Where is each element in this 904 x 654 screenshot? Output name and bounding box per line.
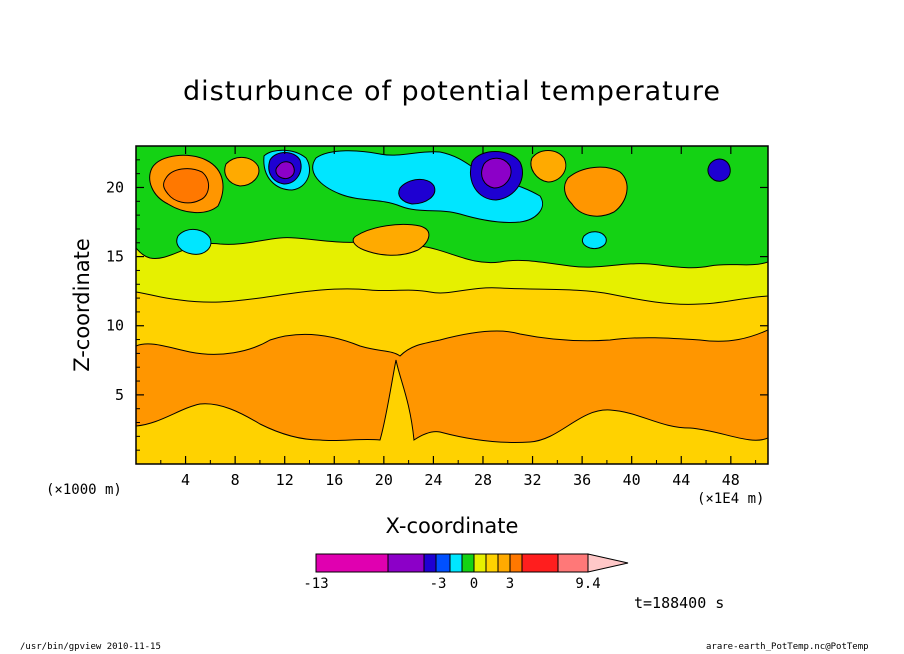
- footer-left-text: /usr/bin/gpview 2010-11-15: [20, 642, 161, 652]
- orange-blob-small: [224, 157, 260, 187]
- colorbar-segment: [497, 553, 511, 573]
- x-tick-label: 36: [573, 471, 591, 489]
- y-tick-label: 5: [115, 386, 124, 404]
- colorbar-segment: [557, 553, 589, 573]
- x-tick-label: 40: [623, 471, 641, 489]
- colorbar-tick-label: 0: [470, 576, 478, 592]
- colorbar-segment: [387, 553, 425, 573]
- y-axis-label: Z-coordinate: [70, 238, 94, 372]
- blue-blob-3: [398, 179, 436, 205]
- blue-blob-4: [707, 158, 731, 182]
- x-tick-label: 44: [672, 471, 690, 489]
- colorbar-segment: [315, 553, 389, 573]
- purple-core-2: [481, 157, 512, 189]
- orange-blob-right: [564, 166, 628, 217]
- colorbar-tick-label: -3: [430, 576, 447, 592]
- x-tick-label: 4: [181, 471, 190, 489]
- colorbar-tick-label: -13: [303, 576, 328, 592]
- colorbar-tick-label: 9.4: [575, 576, 600, 592]
- purple-core-1: [275, 161, 295, 179]
- cyan-blob-left: [176, 229, 212, 255]
- x-tick-label: 20: [375, 471, 393, 489]
- x-axis-label: X-coordinate: [385, 514, 519, 538]
- footer-right-text: arare-earth_PotTemp.nc@PotTemp: [706, 642, 869, 652]
- colorbar-segment: [521, 553, 559, 573]
- orange-band: [136, 329, 768, 443]
- chart-title: disturbunce of potential temperature: [183, 76, 721, 107]
- contour-field: [136, 146, 768, 464]
- x-tick-label: 8: [231, 471, 240, 489]
- plot-frame: [135, 145, 769, 465]
- cyan-blob-right: [581, 231, 607, 249]
- colorbar-segment: [473, 553, 487, 573]
- time-label: t=188400 s: [634, 594, 725, 612]
- x-tick-label: 16: [325, 471, 343, 489]
- colorbar-arrow: [587, 553, 629, 573]
- x-unit-label: (×1000 m): [46, 482, 122, 498]
- colorbar-segment: [461, 553, 475, 573]
- colorbar-segment: [485, 553, 499, 573]
- y-tick-label: 20: [106, 178, 124, 196]
- colorbar: -13 -3 0 3 9.4: [303, 553, 629, 592]
- colorbar-segment: [423, 553, 437, 573]
- orange-blob-left-inner: [163, 168, 209, 204]
- y-tick-label: 15: [106, 248, 124, 266]
- x-tick-label: 48: [722, 471, 740, 489]
- x-tick-label: 28: [474, 471, 492, 489]
- x-tick-label: 12: [276, 471, 294, 489]
- orange-blob-mid: [352, 223, 430, 256]
- colorbar-tick-label: 3: [506, 576, 514, 592]
- colorbar-segment: [449, 553, 463, 573]
- colorbar-segment: [509, 553, 523, 573]
- x-scale-label: (×1E4 m): [697, 491, 765, 507]
- y-tick-label: 10: [106, 317, 124, 335]
- x-tick-label: 24: [424, 471, 442, 489]
- orange-blob-top: [530, 150, 567, 183]
- x-tick-label: 32: [524, 471, 542, 489]
- colorbar-segment: [435, 553, 451, 573]
